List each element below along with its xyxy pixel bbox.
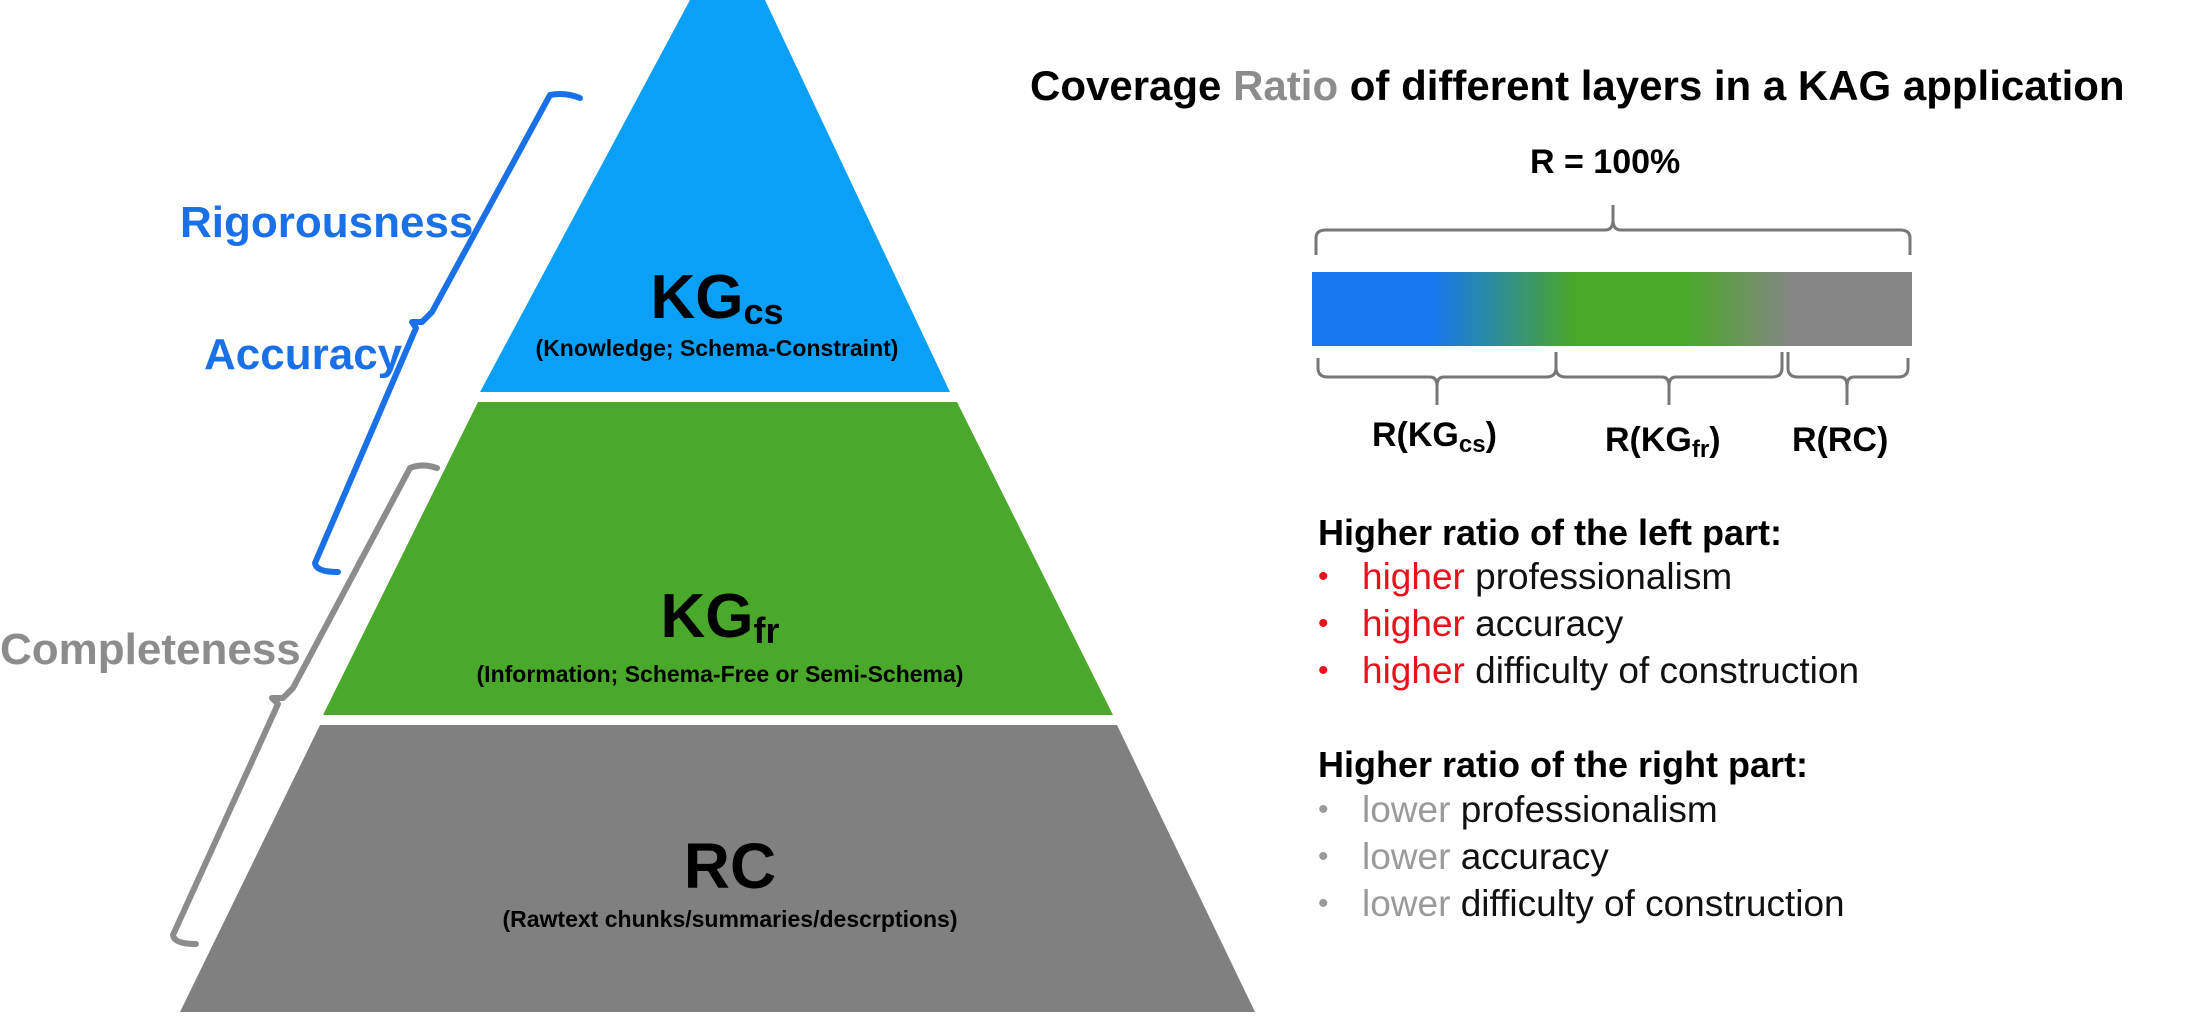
kgfr-layer — [323, 402, 1113, 715]
rc-ratio-label: R(RC) — [1792, 421, 1889, 459]
completeness-label: Completeness — [0, 625, 301, 674]
rc-layer-desc: (Rawtext chunks/summaries/descrptions) — [502, 906, 957, 932]
right-part-item: • lower accuracy — [1318, 836, 1609, 877]
title-suffix: of different layers in a KAG application — [1338, 62, 2125, 109]
kgfr-layer-name: KGfr — [661, 582, 780, 651]
title-prefix: Coverage — [1030, 62, 1234, 109]
kgcs-layer-name: KGcs — [650, 263, 783, 332]
rc-brace — [1786, 352, 1910, 405]
diagram-title: Coverage Ratio of different layers in a … — [1030, 62, 2125, 110]
kgcs-brace — [1316, 352, 1558, 405]
kgfr-brace — [1554, 352, 1784, 405]
kgcs-ratio-label: R(KGcs) — [1372, 416, 1497, 458]
kgcs-layer — [480, 0, 950, 392]
kgfr-ratio-label: R(KGfr) — [1605, 421, 1721, 463]
completeness-bracket — [170, 462, 440, 947]
right-part-item: • lower difficulty of construction — [1318, 883, 1845, 924]
total-brace — [1314, 205, 1912, 255]
right-part-heading: Higher ratio of the right part: — [1318, 744, 1808, 785]
accuracy-label: Accuracy — [204, 330, 403, 379]
right-part-item: • lower professionalism — [1318, 789, 1718, 830]
left-part-item: • higher difficulty of construction — [1318, 650, 1860, 691]
left-part-item: • higher professionalism — [1318, 556, 1733, 597]
rc-layer — [180, 725, 1255, 1012]
kgfr-layer-desc: (Information; Schema-Free or Semi-Schema… — [477, 661, 964, 687]
total-ratio-label: R = 100% — [1530, 143, 1681, 181]
rigorousness-label: Rigorousness — [180, 198, 474, 247]
right-part-list: • lower professionalism • lower accuracy •… — [1318, 786, 1845, 927]
title-highlight: Ratio — [1233, 62, 1339, 109]
left-part-heading: Higher ratio of the left part: — [1318, 512, 1783, 553]
kgcs-layer-desc: (Knowledge; Schema-Constraint) — [536, 335, 899, 361]
rc-layer-name: RC — [684, 830, 776, 902]
left-part-list: • higher professionalism • higher accuracy… — [1318, 553, 1859, 694]
accuracy-bracket — [312, 91, 583, 575]
left-part-item: • higher accuracy — [1318, 603, 1624, 644]
ratio-bar — [1312, 272, 1912, 346]
